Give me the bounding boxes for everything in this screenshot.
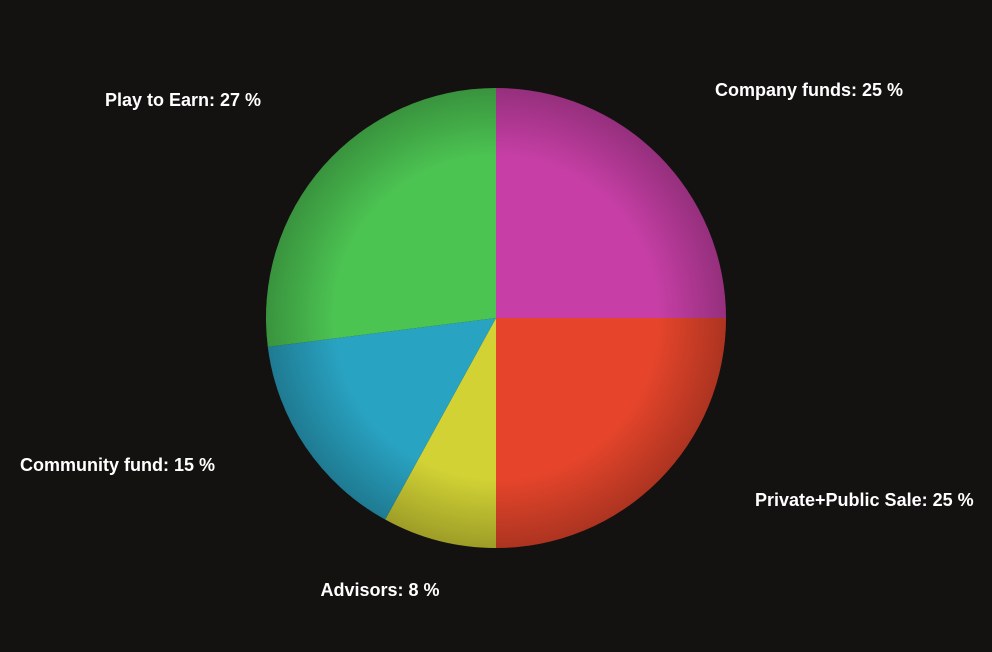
pie-slice-label: Advisors: 8 % [320,580,439,601]
pie-slice-label: Private+Public Sale: 25 % [755,490,974,511]
pie-slice-label: Play to Earn: 27 % [105,90,261,111]
pie-slice-label: Company funds: 25 % [715,80,903,101]
pie-slice-label: Community fund: 15 % [20,455,215,476]
pie-shading [266,88,726,548]
pie-chart-container: Company funds: 25 % Private+Public Sale: … [0,0,992,652]
